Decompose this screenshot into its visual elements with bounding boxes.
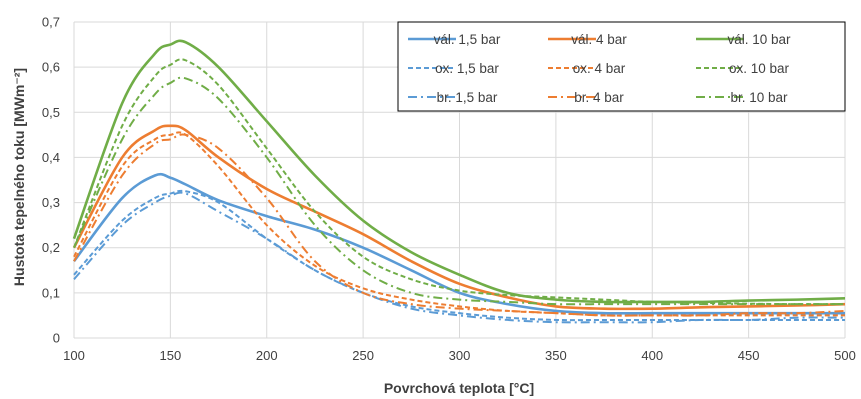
y-tick-label: 0,5	[42, 105, 60, 120]
legend-label: ox. 10 bar	[729, 61, 790, 76]
x-tick-labels: 100 150 200 250 300 350 400 450 500	[63, 348, 856, 363]
series-line	[73, 131, 845, 317]
x-axis-title: Povrchová teplota [°C]	[384, 380, 534, 396]
x-tick-label: 350	[545, 348, 567, 363]
x-tick-label: 400	[641, 348, 663, 363]
y-tick-label: 0	[53, 331, 60, 346]
legend-label: vál. 10 bar	[727, 32, 791, 47]
series-line	[72, 39, 846, 304]
series-line	[73, 58, 846, 306]
legend-label: vál. 4 bar	[571, 32, 627, 47]
x-tick-label: 250	[352, 348, 374, 363]
x-tick-label: 150	[160, 348, 182, 363]
legend: vál. 1,5 bar vál. 4 bar vál. 10 bar ox. 1,5…	[397, 21, 846, 112]
y-tick-label: 0,7	[42, 15, 60, 30]
x-tick-label: 100	[63, 348, 85, 363]
series-line	[72, 172, 845, 315]
legend-box	[397, 21, 846, 112]
legend-label: ox. 4 bar	[573, 61, 626, 76]
legend-label: vál. 1,5 bar	[434, 32, 501, 47]
y-tick-label: 0,1	[42, 285, 60, 300]
y-tick-label: 0,4	[42, 150, 60, 165]
legend-label: br. 1,5 bar	[437, 90, 498, 105]
legend-label: ox. 1,5 bar	[435, 61, 499, 76]
x-tick-label: 300	[449, 348, 471, 363]
y-tick-label: 0,2	[42, 240, 60, 255]
y-tick-label: 0,3	[42, 195, 60, 210]
series-line	[72, 124, 846, 311]
x-tick-label: 450	[738, 348, 760, 363]
x-tick-label: 500	[834, 348, 856, 363]
legend-label: br. 4 bar	[574, 90, 624, 105]
series-line	[73, 191, 846, 324]
series-line	[73, 133, 846, 317]
x-tick-label: 200	[256, 348, 278, 363]
series-line	[73, 76, 845, 306]
series-layer	[72, 39, 846, 324]
legend-label: br. 10 bar	[730, 90, 788, 105]
y-tick-labels: 0 0,1 0,2 0,3 0,4 0,5 0,6 0,7	[42, 15, 60, 346]
y-tick-label: 0,6	[42, 60, 60, 75]
y-axis-title: Hustota tepelného toku [MWm⁻²]	[11, 68, 27, 286]
